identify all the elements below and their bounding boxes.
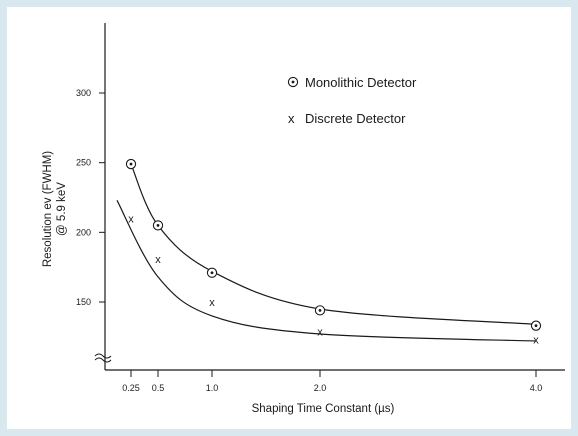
y-axis-label-line2: @ 5.9 keV xyxy=(56,182,68,236)
series-markers: x x x x x xyxy=(125,158,542,347)
point-monolithic xyxy=(125,158,137,170)
y-axis-label-line1: Resolution ev (FWHM) xyxy=(42,151,54,267)
legend-marker-discrete: x xyxy=(288,111,295,126)
x-tick-label: 4.0 xyxy=(530,383,543,393)
chart-frame: 150 200 250 300 0.25 0.5 1.0 2.0 4.0 x x x x x Mono… xyxy=(7,7,571,429)
y-ticks: 150 200 250 300 xyxy=(76,88,105,307)
y-tick-label: 300 xyxy=(76,88,91,98)
legend: Monolithic Detector x Discrete Detector xyxy=(287,75,417,126)
chart: 150 200 250 300 0.25 0.5 1.0 2.0 4.0 x x x x x Mono… xyxy=(42,23,565,415)
point-monolithic xyxy=(314,305,326,316)
x-axis-label: Shaping Time Constant (µs) xyxy=(252,403,395,415)
legend-label-discrete: Discrete Detector xyxy=(305,111,406,126)
series-curve-discrete xyxy=(116,200,537,342)
point-monolithic xyxy=(530,320,542,331)
point-discrete: x xyxy=(209,297,215,309)
point-discrete: x xyxy=(317,326,323,338)
y-tick-label: 200 xyxy=(76,227,91,237)
x-tick-label: 0.25 xyxy=(122,383,140,393)
y-axis-break xyxy=(94,353,112,363)
point-discrete: x xyxy=(155,254,161,266)
series-curves xyxy=(116,163,537,342)
point-monolithic xyxy=(152,220,164,231)
point-discrete: x xyxy=(533,335,539,347)
legend-label-monolithic: Monolithic Detector xyxy=(305,75,417,90)
point-monolithic xyxy=(206,267,218,278)
x-tick-label: 1.0 xyxy=(206,383,219,393)
x-ticks: 0.25 0.5 1.0 2.0 4.0 xyxy=(122,370,542,393)
x-tick-label: 0.5 xyxy=(152,383,165,393)
x-tick-label: 2.0 xyxy=(314,383,327,393)
series-curve-monolithic xyxy=(130,163,537,325)
legend-marker-monolithic xyxy=(287,76,299,88)
point-discrete: x xyxy=(128,213,134,225)
y-tick-label: 150 xyxy=(76,297,91,307)
y-tick-label: 250 xyxy=(76,158,91,168)
